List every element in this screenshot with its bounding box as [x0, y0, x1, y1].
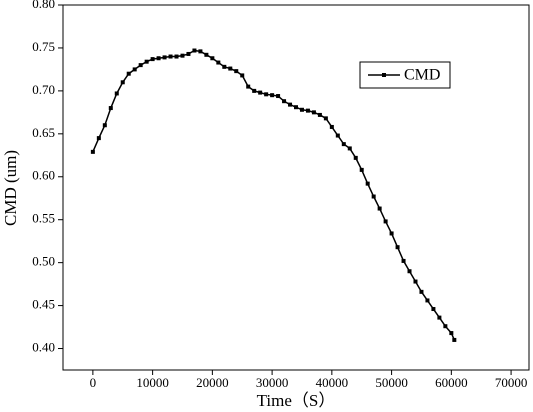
x-tick-label: 30000: [256, 375, 289, 390]
data-marker: [282, 99, 287, 104]
data-marker: [377, 206, 382, 211]
legend-marker: [382, 73, 386, 77]
y-tick-label: 0.45: [32, 297, 55, 312]
x-tick-label: 20000: [196, 375, 229, 390]
y-tick-label: 0.60: [32, 168, 55, 183]
data-marker: [90, 149, 95, 154]
data-marker: [413, 279, 418, 284]
data-marker: [210, 56, 215, 61]
data-marker: [299, 107, 304, 112]
data-marker: [437, 315, 442, 320]
data-marker: [258, 90, 263, 95]
data-marker: [383, 219, 388, 224]
data-marker: [323, 116, 328, 121]
y-tick-label: 0.80: [32, 0, 55, 11]
x-tick-label: 50000: [375, 375, 408, 390]
data-marker: [108, 106, 113, 111]
y-tick-label: 0.75: [32, 39, 55, 54]
legend-label: CMD: [404, 67, 440, 84]
data-marker: [449, 331, 454, 336]
data-marker: [401, 258, 406, 263]
data-marker: [126, 71, 131, 76]
data-marker: [371, 194, 376, 199]
data-marker: [347, 146, 352, 151]
y-axis-label: CMD (um): [1, 150, 20, 226]
data-marker: [156, 56, 161, 61]
data-marker: [270, 93, 275, 98]
data-marker: [138, 63, 143, 68]
data-marker: [246, 84, 251, 89]
data-marker: [174, 54, 179, 59]
y-tick-label: 0.65: [32, 125, 55, 140]
data-marker: [311, 110, 316, 115]
data-marker: [186, 51, 191, 56]
data-marker: [180, 53, 185, 58]
data-marker: [162, 55, 167, 60]
data-marker: [114, 91, 119, 96]
y-tick-label: 0.70: [32, 82, 55, 97]
x-tick-label: 40000: [316, 375, 349, 390]
data-marker: [228, 66, 233, 71]
data-marker: [204, 52, 209, 57]
data-marker: [359, 167, 364, 172]
data-marker: [150, 57, 155, 62]
data-marker: [452, 337, 457, 342]
x-tick-label: 0: [90, 375, 97, 390]
data-marker: [443, 324, 448, 329]
data-marker: [317, 112, 322, 117]
y-tick-label: 0.55: [32, 211, 55, 226]
data-marker: [216, 60, 221, 65]
data-marker: [192, 48, 197, 53]
x-tick-label: 10000: [136, 375, 169, 390]
data-marker: [288, 102, 293, 107]
data-marker: [132, 67, 137, 72]
data-marker: [198, 49, 203, 54]
data-marker: [222, 64, 227, 69]
data-marker: [365, 181, 370, 186]
data-marker: [96, 136, 101, 141]
data-marker: [144, 59, 149, 64]
data-marker: [252, 88, 257, 93]
y-tick-label: 0.40: [32, 340, 55, 355]
data-marker: [276, 94, 281, 99]
data-marker: [240, 73, 245, 78]
x-axis-label: Time（S）: [257, 391, 336, 410]
data-marker: [102, 123, 107, 128]
data-marker: [264, 92, 269, 97]
data-marker: [305, 108, 310, 113]
plot-frame: [62, 4, 530, 371]
data-marker: [353, 155, 358, 160]
data-marker: [120, 80, 125, 85]
data-marker: [294, 105, 298, 110]
x-tick-label: 70000: [495, 375, 528, 390]
data-marker: [407, 269, 412, 274]
data-marker: [425, 298, 430, 303]
data-marker: [234, 69, 239, 74]
data-marker: [335, 133, 340, 138]
data-marker: [395, 245, 400, 250]
data-marker: [341, 142, 346, 147]
x-tick-label: 60000: [435, 375, 468, 390]
data-marker: [389, 231, 394, 236]
y-tick-label: 0.50: [32, 254, 55, 269]
data-marker: [419, 289, 424, 294]
data-marker: [431, 307, 436, 312]
data-marker: [329, 124, 334, 129]
data-marker: [168, 54, 173, 59]
legend-box: [359, 61, 451, 89]
